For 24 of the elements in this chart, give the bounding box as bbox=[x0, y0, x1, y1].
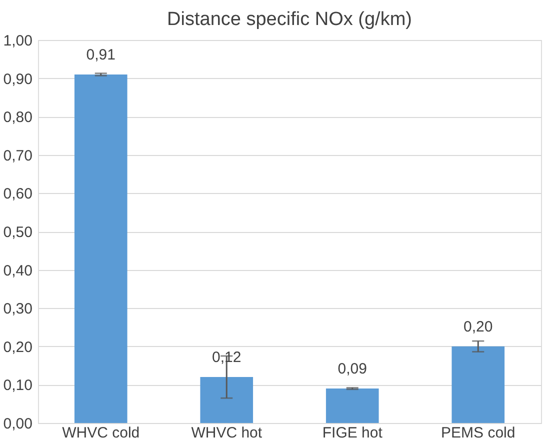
y-tick-label: 0,40 bbox=[3, 262, 32, 280]
y-tick-label: 0,70 bbox=[3, 147, 32, 164]
bar bbox=[326, 388, 379, 423]
bar bbox=[200, 377, 254, 423]
data-label: 0,12 bbox=[212, 349, 242, 366]
bar bbox=[452, 346, 505, 423]
bar bbox=[74, 74, 128, 423]
y-tick-label: 1,00 bbox=[3, 32, 32, 50]
data-label: 0,09 bbox=[338, 360, 367, 378]
y-tick-label: 0,00 bbox=[3, 416, 32, 432]
y-tick-label: 0,10 bbox=[3, 377, 32, 394]
y-tick-label: 0,80 bbox=[3, 109, 32, 126]
y-tick-label: 0,50 bbox=[3, 224, 32, 241]
data-label: 0,20 bbox=[464, 318, 493, 336]
y-tick-label: 0,90 bbox=[3, 70, 32, 88]
y-tick-label: 0,30 bbox=[3, 300, 32, 318]
y-tick-label: 0,60 bbox=[3, 186, 32, 203]
x-tick-label: WHVC hot bbox=[191, 424, 263, 442]
x-tick-label: PEMS cold bbox=[441, 424, 516, 442]
x-tick-label: FIGE hot bbox=[322, 424, 384, 442]
chart-title: Distance specific NOx (g/km) bbox=[167, 9, 412, 30]
x-tick-label: WHVC cold bbox=[62, 424, 140, 442]
data-label: 0,91 bbox=[86, 46, 116, 64]
y-tick-label: 0,20 bbox=[3, 338, 32, 356]
